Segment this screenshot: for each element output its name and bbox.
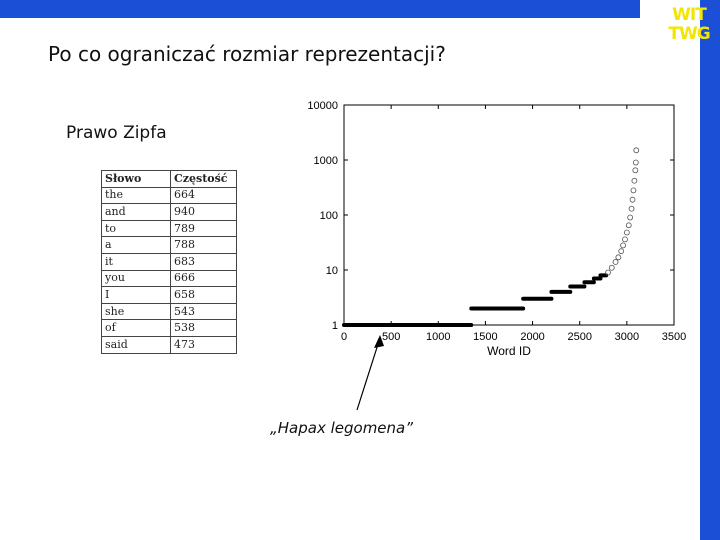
cell-frequency: 658 xyxy=(170,286,237,304)
cell-frequency: 940 xyxy=(170,203,237,221)
x-tick-label: 2500 xyxy=(567,331,591,343)
logo-line-2: TWG xyxy=(668,24,710,44)
data-point xyxy=(632,159,639,166)
slide-subtitle: Prawo Zipfa xyxy=(66,123,167,143)
data-point xyxy=(615,254,622,261)
logo-line-1: WIT xyxy=(672,5,707,25)
x-tick-label: 1500 xyxy=(473,331,497,343)
table-row: it 683 xyxy=(101,252,237,271)
data-point xyxy=(608,264,615,271)
table-row: of 538 xyxy=(101,319,237,337)
zipf-chart: 1 10 100 1000 10000 0 500 1000 1500 2000 2500 3000 3… xyxy=(307,100,686,358)
data-point xyxy=(633,147,640,154)
data-point xyxy=(622,236,628,243)
x-tick-label: 1000 xyxy=(426,331,450,343)
cell-word: to xyxy=(101,219,171,238)
logo: WIT TWG xyxy=(664,6,714,44)
data-point xyxy=(631,177,638,184)
y-tick-label: 10 xyxy=(326,265,338,277)
data-point xyxy=(612,259,619,265)
table-row: said 473 xyxy=(101,335,237,354)
data-point xyxy=(605,269,611,276)
word-frequency-table: Słowo Częstość the 664 and 940 to 789 a 788 it 68… xyxy=(101,170,237,354)
cell-word: and xyxy=(101,203,171,221)
data-point xyxy=(632,167,639,174)
cell-word: the xyxy=(101,186,171,205)
header-frequency: Częstość xyxy=(170,170,237,188)
y-tick-label: 1 xyxy=(332,320,338,332)
data-point xyxy=(628,205,635,212)
cell-word: you xyxy=(101,269,171,288)
data-point xyxy=(623,229,630,236)
right-accent-bar xyxy=(700,0,720,540)
table-row: I 658 xyxy=(101,286,237,304)
y-tick-label: 10000 xyxy=(307,100,338,112)
cell-word: of xyxy=(101,319,171,337)
x-tick-label: 500 xyxy=(382,331,400,343)
cell-frequency: 538 xyxy=(170,319,237,337)
table-row: to 789 xyxy=(101,219,237,238)
x-axis-label: Word ID xyxy=(487,344,531,358)
logo-year: 2005 xyxy=(680,47,698,55)
plot-frame xyxy=(343,104,675,326)
data-point xyxy=(630,187,637,194)
x-tick-label: 3000 xyxy=(615,331,639,343)
table-row: you 666 xyxy=(101,269,237,288)
data-point xyxy=(625,222,632,229)
cell-frequency: 683 xyxy=(170,252,237,271)
x-tick-label: 3500 xyxy=(662,331,686,343)
y-tick-label: 1000 xyxy=(314,155,338,167)
cell-frequency: 789 xyxy=(170,219,237,238)
table-row: the 664 xyxy=(101,186,237,205)
cell-word: it xyxy=(101,252,171,271)
cell-frequency: 666 xyxy=(170,269,237,288)
x-tick-label: 2000 xyxy=(520,331,544,343)
table-row: she 543 xyxy=(101,302,237,321)
y-tick-label: 100 xyxy=(320,210,338,222)
cell-word: said xyxy=(101,335,171,354)
data-point xyxy=(627,214,634,221)
cell-frequency: 473 xyxy=(170,335,237,354)
cell-word: she xyxy=(101,302,171,321)
x-tick-label: 0 xyxy=(341,331,347,343)
data-point xyxy=(618,248,625,255)
data-point xyxy=(620,242,626,249)
header-word: Słowo xyxy=(101,170,171,188)
top-accent-bar xyxy=(0,0,640,18)
cell-frequency: 788 xyxy=(170,236,237,254)
cell-frequency: 664 xyxy=(170,186,237,205)
cell-word: a xyxy=(101,236,171,254)
data-point xyxy=(629,196,636,203)
slide-title: Po co ograniczać rozmiar reprezentacji? xyxy=(48,42,446,66)
table-row: a 788 xyxy=(101,236,237,254)
hapax-caption: „Hapax legomena” xyxy=(270,419,414,437)
table-row: and 940 xyxy=(101,203,237,221)
table-header-row: Słowo Częstość xyxy=(101,170,237,188)
cell-word: I xyxy=(101,286,171,304)
cell-frequency: 543 xyxy=(170,302,237,321)
